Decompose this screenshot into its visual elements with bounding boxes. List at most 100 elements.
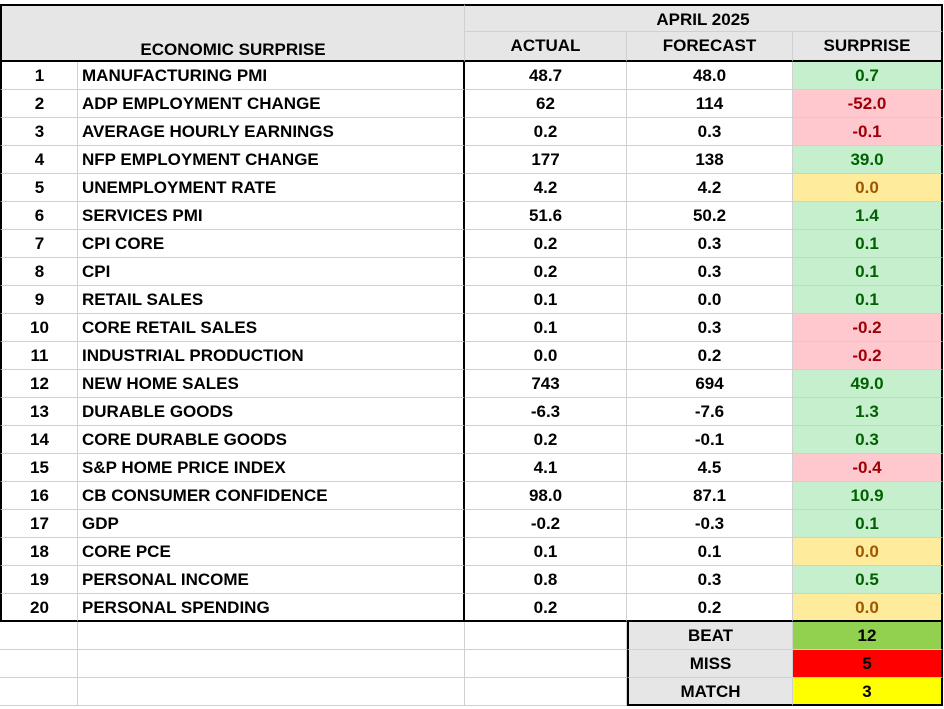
row-number[interactable]: 7 (0, 230, 78, 258)
empty-cell[interactable] (78, 622, 465, 650)
forecast-value[interactable]: 48.0 (627, 62, 793, 90)
actual-value[interactable]: 98.0 (465, 482, 627, 510)
actual-value[interactable]: 0.2 (465, 230, 627, 258)
indicator-name[interactable]: NFP EMPLOYMENT CHANGE (78, 146, 465, 174)
indicator-name[interactable]: CPI (78, 258, 465, 286)
actual-value[interactable]: 0.1 (465, 286, 627, 314)
surprise-value[interactable]: -0.1 (793, 118, 943, 146)
surprise-value[interactable]: 0.1 (793, 258, 943, 286)
forecast-value[interactable]: 0.3 (627, 566, 793, 594)
forecast-value[interactable]: 0.2 (627, 342, 793, 370)
forecast-value[interactable]: 0.3 (627, 230, 793, 258)
row-number[interactable]: 18 (0, 538, 78, 566)
summary-count[interactable]: 12 (793, 622, 943, 650)
indicator-name[interactable]: GDP (78, 510, 465, 538)
empty-cell[interactable] (465, 622, 627, 650)
indicator-name[interactable]: CORE PCE (78, 538, 465, 566)
empty-cell[interactable] (78, 650, 465, 678)
forecast-value[interactable]: 0.3 (627, 258, 793, 286)
indicator-name[interactable]: AVERAGE HOURLY EARNINGS (78, 118, 465, 146)
surprise-value[interactable]: 0.0 (793, 538, 943, 566)
row-number[interactable]: 11 (0, 342, 78, 370)
forecast-value[interactable]: -0.3 (627, 510, 793, 538)
forecast-value[interactable]: 4.2 (627, 174, 793, 202)
actual-value[interactable]: 51.6 (465, 202, 627, 230)
surprise-value[interactable]: 0.1 (793, 510, 943, 538)
actual-value[interactable]: 0.0 (465, 342, 627, 370)
row-number[interactable]: 5 (0, 174, 78, 202)
indicator-name[interactable]: RETAIL SALES (78, 286, 465, 314)
indicator-name[interactable]: PERSONAL SPENDING (78, 594, 465, 622)
col-forecast-header[interactable]: FORECAST (627, 32, 793, 62)
row-number[interactable]: 6 (0, 202, 78, 230)
surprise-value[interactable]: -0.2 (793, 314, 943, 342)
indicator-name[interactable]: SERVICES PMI (78, 202, 465, 230)
col-actual-header[interactable]: ACTUAL (465, 32, 627, 62)
actual-value[interactable]: 4.1 (465, 454, 627, 482)
surprise-value[interactable]: 39.0 (793, 146, 943, 174)
indicator-name[interactable]: ADP EMPLOYMENT CHANGE (78, 90, 465, 118)
row-number[interactable]: 13 (0, 398, 78, 426)
empty-cell[interactable] (0, 622, 78, 650)
surprise-value[interactable]: -0.4 (793, 454, 943, 482)
indicator-name[interactable]: CORE RETAIL SALES (78, 314, 465, 342)
actual-value[interactable]: 0.2 (465, 258, 627, 286)
actual-value[interactable]: 0.2 (465, 426, 627, 454)
section-title[interactable]: ECONOMIC SURPRISE (0, 32, 465, 62)
surprise-value[interactable]: -0.2 (793, 342, 943, 370)
surprise-value[interactable]: 1.3 (793, 398, 943, 426)
row-number[interactable]: 8 (0, 258, 78, 286)
actual-value[interactable]: 0.1 (465, 314, 627, 342)
row-number[interactable]: 1 (0, 62, 78, 90)
period-header[interactable]: APRIL 2025 (465, 4, 943, 32)
empty-cell[interactable] (465, 650, 627, 678)
row-number[interactable]: 19 (0, 566, 78, 594)
forecast-value[interactable]: 0.2 (627, 594, 793, 622)
row-number[interactable]: 4 (0, 146, 78, 174)
indicator-name[interactable]: S&P HOME PRICE INDEX (78, 454, 465, 482)
forecast-value[interactable]: 0.3 (627, 118, 793, 146)
indicator-name[interactable]: CB CONSUMER CONFIDENCE (78, 482, 465, 510)
forecast-value[interactable]: 0.1 (627, 538, 793, 566)
row-number[interactable]: 14 (0, 426, 78, 454)
row-number[interactable]: 2 (0, 90, 78, 118)
forecast-value[interactable]: 4.5 (627, 454, 793, 482)
forecast-value[interactable]: 0.3 (627, 314, 793, 342)
surprise-value[interactable]: 10.9 (793, 482, 943, 510)
empty-cell[interactable] (78, 678, 465, 706)
forecast-value[interactable]: 138 (627, 146, 793, 174)
surprise-value[interactable]: -52.0 (793, 90, 943, 118)
indicator-name[interactable]: PERSONAL INCOME (78, 566, 465, 594)
summary-label[interactable]: MATCH (627, 678, 793, 706)
col-surprise-header[interactable]: SURPRISE (793, 32, 943, 62)
forecast-value[interactable]: 87.1 (627, 482, 793, 510)
empty-cell[interactable] (0, 650, 78, 678)
surprise-value[interactable]: 0.1 (793, 286, 943, 314)
forecast-value[interactable]: 50.2 (627, 202, 793, 230)
forecast-value[interactable]: 114 (627, 90, 793, 118)
surprise-value[interactable]: 1.4 (793, 202, 943, 230)
forecast-value[interactable]: 0.0 (627, 286, 793, 314)
surprise-value[interactable]: 0.3 (793, 426, 943, 454)
actual-value[interactable]: -0.2 (465, 510, 627, 538)
actual-value[interactable]: 0.2 (465, 594, 627, 622)
surprise-value[interactable]: 0.7 (793, 62, 943, 90)
actual-value[interactable]: -6.3 (465, 398, 627, 426)
indicator-name[interactable]: DURABLE GOODS (78, 398, 465, 426)
summary-count[interactable]: 3 (793, 678, 943, 706)
surprise-value[interactable]: 0.0 (793, 174, 943, 202)
empty-cell[interactable] (465, 678, 627, 706)
row-number[interactable]: 3 (0, 118, 78, 146)
actual-value[interactable]: 48.7 (465, 62, 627, 90)
row-number[interactable]: 15 (0, 454, 78, 482)
row-number[interactable]: 10 (0, 314, 78, 342)
actual-value[interactable]: 62 (465, 90, 627, 118)
summary-label[interactable]: MISS (627, 650, 793, 678)
row-number[interactable]: 17 (0, 510, 78, 538)
indicator-name[interactable]: CPI CORE (78, 230, 465, 258)
surprise-value[interactable]: 49.0 (793, 370, 943, 398)
indicator-name[interactable]: CORE DURABLE GOODS (78, 426, 465, 454)
forecast-value[interactable]: -0.1 (627, 426, 793, 454)
surprise-value[interactable]: 0.5 (793, 566, 943, 594)
actual-value[interactable]: 0.1 (465, 538, 627, 566)
